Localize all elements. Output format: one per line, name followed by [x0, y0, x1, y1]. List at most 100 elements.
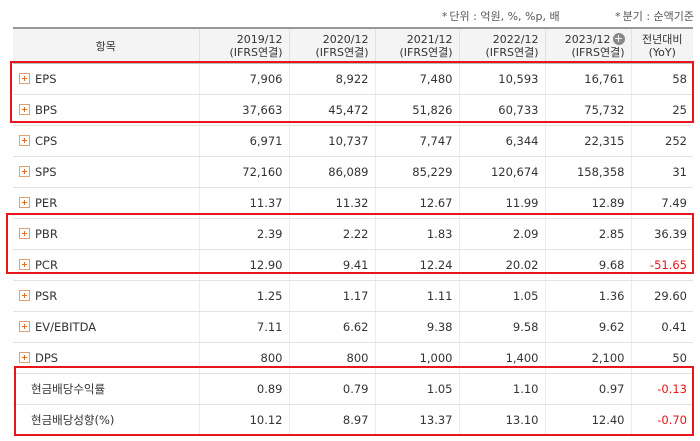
value-cell: 12.24: [374, 249, 459, 281]
expand-plus-icon[interactable]: [19, 104, 30, 115]
row-label-cell: 현금배당수익률: [13, 373, 199, 405]
expand-plus-icon[interactable]: [19, 352, 30, 363]
value-cell: 1,400: [458, 342, 545, 374]
value-cell: 0.97: [544, 373, 631, 405]
yoy-cell: -0.70: [630, 404, 693, 436]
value-cell: 120,674: [458, 156, 545, 188]
value-cell: 10.12: [198, 404, 289, 436]
expand-plus-icon[interactable]: [19, 73, 30, 84]
financial-ratio-table: 항목 2019/12 (IFRS연결) 2020/12 (IFRS연결) 2021/…: [13, 27, 693, 436]
expand-plus-icon[interactable]: [19, 321, 30, 332]
value-cell: 86,089: [288, 156, 375, 188]
value-cell: 7,906: [198, 63, 289, 95]
row-label: EV/EBITDA: [35, 320, 97, 334]
yoy-cell: 36.39: [630, 218, 693, 250]
row-label: PSR: [35, 289, 58, 303]
value-cell: 11.99: [458, 187, 545, 219]
value-cell: 12.89: [544, 187, 631, 219]
row-label-cell[interactable]: PBR: [13, 218, 199, 250]
table-row: PCR 12.90 9.41 12.24 20.02 9.68 -51.65: [13, 249, 693, 281]
expand-plus-icon[interactable]: [19, 166, 30, 177]
value-cell: 10,737: [288, 125, 375, 157]
table-row: EV/EBITDA 7.11 6.62 9.38 9.58 9.62 0.41: [13, 311, 693, 343]
expand-plus-icon[interactable]: [19, 290, 30, 301]
table-row: EPS 7,906 8,922 7,480 10,593 16,761 58: [13, 63, 693, 95]
value-cell: 11.37: [198, 187, 289, 219]
table-row: DPS 800 800 1,000 1,400 2,100 50: [13, 342, 693, 374]
expand-plus-icon[interactable]: [19, 259, 30, 270]
value-cell: 1.36: [544, 280, 631, 312]
value-cell: 6,971: [198, 125, 289, 157]
value-cell: 60,733: [458, 94, 545, 126]
value-cell: 12.67: [374, 187, 459, 219]
expand-columns-icon[interactable]: +: [612, 32, 625, 45]
value-cell: 6,344: [458, 125, 545, 157]
value-cell: 11.32: [288, 187, 375, 219]
value-cell: 1.05: [458, 280, 545, 312]
header-col-yoy: 전년대비 (YoY): [630, 27, 693, 64]
value-cell: 9.58: [458, 311, 545, 343]
row-label-cell[interactable]: PSR: [13, 280, 199, 312]
value-cell: 9.41: [288, 249, 375, 281]
value-cell: 8.97: [288, 404, 375, 436]
yoy-cell: -51.65: [630, 249, 693, 281]
value-cell: 1.17: [288, 280, 375, 312]
table-row: SPS 72,160 86,089 85,229 120,674 158,358 31: [13, 156, 693, 188]
value-cell: 9.38: [374, 311, 459, 343]
value-cell: 51,826: [374, 94, 459, 126]
value-cell: 16,761: [544, 63, 631, 95]
value-cell: 800: [288, 342, 375, 374]
yoy-cell: 29.60: [630, 280, 693, 312]
table-row: 현금배당성향(%) 10.12 8.97 13.37 13.10 12.40 -0.70: [13, 404, 693, 436]
row-label-cell[interactable]: SPS: [13, 156, 199, 188]
value-cell: 12.40: [544, 404, 631, 436]
yoy-cell: 31: [630, 156, 693, 188]
row-label-cell[interactable]: DPS: [13, 342, 199, 374]
yoy-cell: 0.41: [630, 311, 693, 343]
header-row: 항목 2019/12 (IFRS연결) 2020/12 (IFRS연결) 2021/…: [13, 27, 693, 64]
row-label-cell[interactable]: EPS: [13, 63, 199, 95]
value-cell: 7,747: [374, 125, 459, 157]
row-label: SPS: [35, 165, 57, 179]
value-cell: 13.10: [458, 404, 545, 436]
row-label: 현금배당성향(%): [31, 413, 115, 427]
value-cell: 12.90: [198, 249, 289, 281]
value-cell: 0.89: [198, 373, 289, 405]
row-label-cell[interactable]: PER: [13, 187, 199, 219]
value-cell: 10,593: [458, 63, 545, 95]
period-note: * 분기 : 순액기준: [615, 10, 694, 23]
value-cell: 72,160: [198, 156, 289, 188]
value-cell: 37,663: [198, 94, 289, 126]
table-row: 현금배당수익률 0.89 0.79 1.05 1.10 0.97 -0.13: [13, 373, 693, 405]
value-cell: 158,358: [544, 156, 631, 188]
yoy-cell: -0.13: [630, 373, 693, 405]
yoy-cell: 58: [630, 63, 693, 95]
value-cell: 1.25: [198, 280, 289, 312]
header-col-2021: 2021/12 (IFRS연결): [374, 27, 459, 64]
row-label: PER: [35, 196, 58, 210]
row-label: 현금배당수익률: [31, 382, 106, 396]
row-label: PBR: [35, 227, 58, 241]
yoy-cell: 50: [630, 342, 693, 374]
row-label-cell[interactable]: PCR: [13, 249, 199, 281]
value-cell: 2.22: [288, 218, 375, 250]
expand-plus-icon[interactable]: [19, 228, 30, 239]
header-item: 항목: [13, 27, 199, 64]
row-label-cell: 현금배당성향(%): [13, 404, 199, 436]
table-row: PBR 2.39 2.22 1.83 2.09 2.85 36.39: [13, 218, 693, 250]
table-row: PSR 1.25 1.17 1.11 1.05 1.36 29.60: [13, 280, 693, 312]
value-cell: 800: [198, 342, 289, 374]
row-label-cell[interactable]: EV/EBITDA: [13, 311, 199, 343]
table-row: PER 11.37 11.32 12.67 11.99 12.89 7.49: [13, 187, 693, 219]
value-cell: 1.83: [374, 218, 459, 250]
value-cell: 75,732: [544, 94, 631, 126]
row-label: CPS: [35, 134, 58, 148]
row-label-cell[interactable]: CPS: [13, 125, 199, 157]
expand-plus-icon[interactable]: [19, 135, 30, 146]
value-cell: 2.39: [198, 218, 289, 250]
value-cell: 6.62: [288, 311, 375, 343]
row-label-cell[interactable]: BPS: [13, 94, 199, 126]
expand-plus-icon[interactable]: [19, 197, 30, 208]
value-cell: 9.62: [544, 311, 631, 343]
value-cell: 1.11: [374, 280, 459, 312]
